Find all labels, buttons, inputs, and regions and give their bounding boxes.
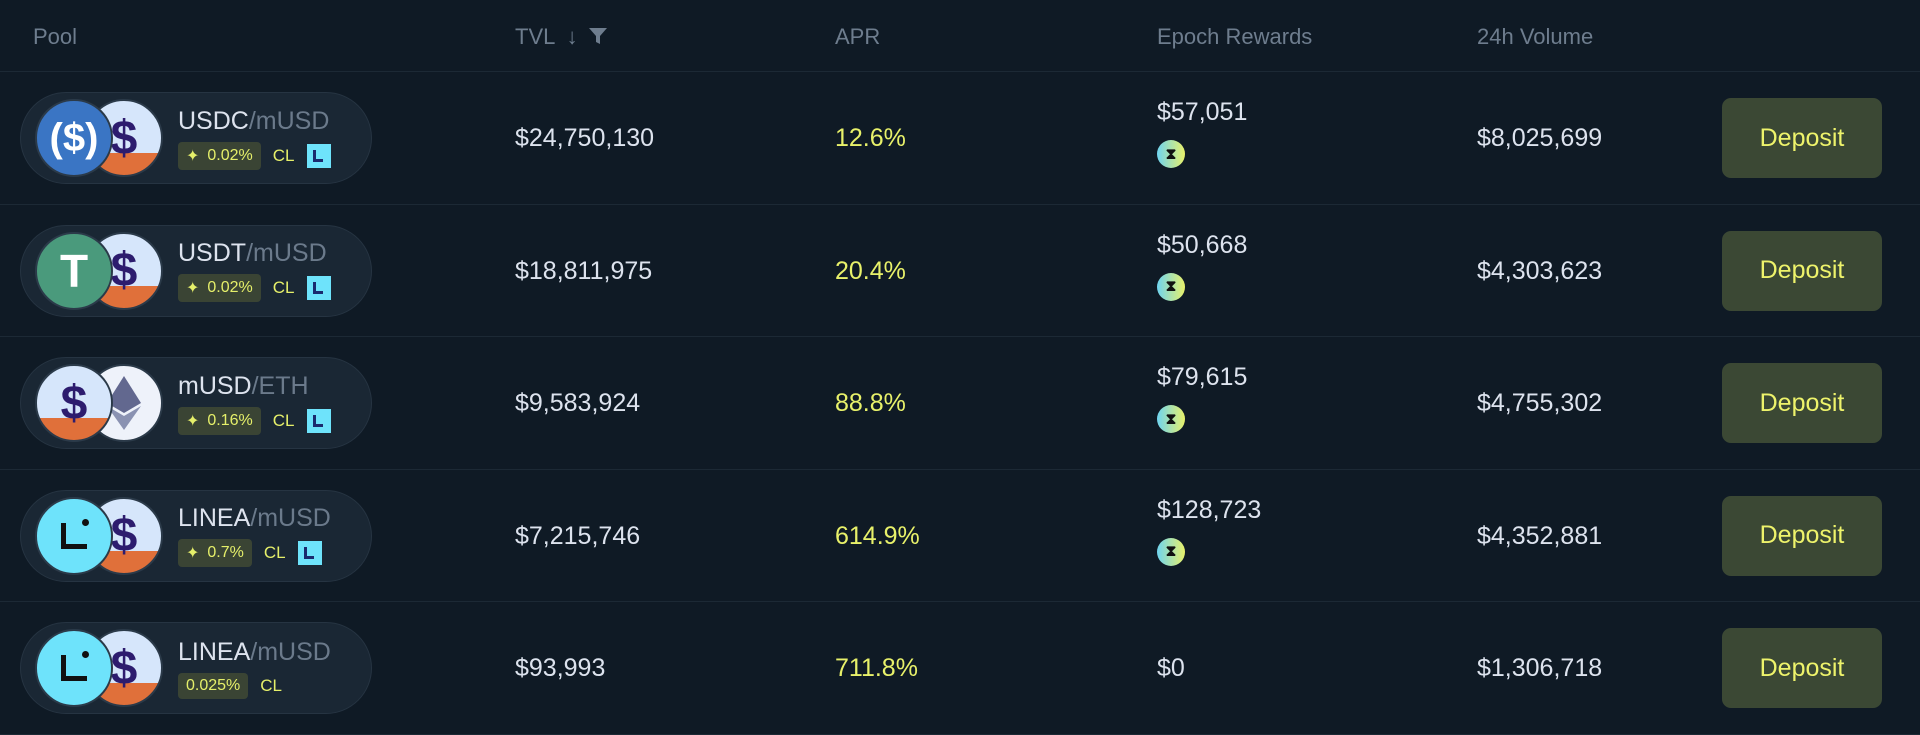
token-pair-icons: $ bbox=[35, 364, 170, 443]
sparkle-icon: ✦ bbox=[186, 412, 200, 430]
pool-name: LINEA/mUSD bbox=[178, 638, 331, 667]
fee-value: 0.7% bbox=[207, 544, 244, 562]
linea-badge-icon bbox=[306, 408, 331, 433]
apr-value: 20.4% bbox=[835, 256, 906, 285]
table-row[interactable]: $ LINEA/mUSD 0.025% CL $93,993 711.8% $0… bbox=[0, 602, 1920, 735]
col-24h-volume: 24h Volume bbox=[1477, 24, 1594, 49]
epoch-rewards-value: $50,668 bbox=[1157, 230, 1248, 259]
quote-token: /mUSD bbox=[246, 239, 327, 268]
volume-value: $4,352,881 bbox=[1477, 521, 1603, 550]
pool-type: CL bbox=[272, 278, 295, 298]
sparkle-icon: ✦ bbox=[186, 147, 200, 165]
deposit-button[interactable]: Deposit bbox=[1722, 495, 1882, 576]
epoch-rewards-value: $0 bbox=[1157, 654, 1185, 683]
fee-value: 0.025% bbox=[186, 676, 241, 694]
col-pool: Pool bbox=[33, 24, 78, 49]
deposit-button[interactable]: Deposit bbox=[1722, 628, 1882, 709]
fee-value: 0.16% bbox=[207, 411, 253, 429]
fee-value: 0.02% bbox=[207, 279, 253, 297]
table-row[interactable]: $ mUSD/ETH ✦ 0.16% CL $9,583,924 88.8% $7… bbox=[0, 337, 1920, 470]
quote-token: /mUSD bbox=[248, 106, 330, 135]
pool-name: USDC/mUSD bbox=[178, 107, 331, 136]
pool-pill[interactable]: $ LINEA/mUSD 0.025% CL bbox=[20, 622, 372, 715]
table-row[interactable]: ($) $ USDC/mUSD ✦ 0.02% CL $24,750,130 12.… bbox=[0, 72, 1920, 205]
tvl-value: $93,993 bbox=[515, 654, 606, 683]
deposit-button[interactable]: Deposit bbox=[1722, 230, 1882, 311]
arrow-down-icon[interactable]: ↓ bbox=[566, 24, 578, 49]
col-tvl[interactable]: TVL ↓ bbox=[515, 24, 608, 50]
quote-token: /ETH bbox=[251, 371, 309, 400]
pool-type: CL bbox=[260, 675, 282, 695]
fee-badge: ✦ 0.02% bbox=[178, 274, 261, 303]
fee-badge: ✦ 0.02% bbox=[178, 141, 261, 170]
pool-name: mUSD/ETH bbox=[178, 372, 331, 401]
epoch-rewards-value: $57,051 bbox=[1157, 98, 1248, 126]
pool-pill[interactable]: $ LINEA/mUSD ✦ 0.7% CL bbox=[20, 489, 372, 582]
pool-type: CL bbox=[263, 543, 286, 563]
fee-badge: ✦ 0.16% bbox=[178, 406, 261, 435]
tvl-value: $9,583,924 bbox=[515, 389, 641, 418]
volume-value: $8,025,699 bbox=[1477, 124, 1603, 152]
pool-type: CL bbox=[272, 145, 295, 165]
volume-value: $1,306,718 bbox=[1477, 654, 1603, 683]
musd-icon: $ bbox=[85, 231, 163, 310]
epoch-rewards-value: $128,723 bbox=[1157, 495, 1262, 524]
epoch-rewards-value: $79,615 bbox=[1157, 363, 1248, 392]
tvl-value: $18,811,975 bbox=[515, 256, 653, 285]
pool-name: LINEA/mUSD bbox=[178, 504, 331, 533]
musd-icon: $ bbox=[35, 364, 113, 443]
deposit-button[interactable]: Deposit bbox=[1722, 363, 1882, 444]
base-token: mUSD bbox=[178, 371, 252, 400]
pool-type: CL bbox=[272, 410, 295, 430]
usdc-icon: ($) bbox=[35, 99, 113, 177]
usdt-icon: T bbox=[35, 231, 113, 310]
linea-badge-icon bbox=[306, 143, 331, 168]
pool-name: USDT/mUSD bbox=[178, 239, 331, 268]
pool-pill[interactable]: ($) $ USDC/mUSD ✦ 0.02% CL bbox=[20, 92, 372, 184]
base-token: LINEA bbox=[178, 504, 251, 533]
linea-badge-icon bbox=[297, 541, 322, 566]
linea-badge-icon bbox=[306, 276, 331, 301]
fee-badge: ✦ 0.7% bbox=[178, 539, 252, 568]
quote-token: /mUSD bbox=[250, 504, 331, 533]
token-pair-icons: $ bbox=[35, 496, 170, 575]
reward-token-icon: ⧗ bbox=[1157, 405, 1185, 434]
sparkle-icon: ✦ bbox=[186, 280, 200, 298]
apr-value: 12.6% bbox=[835, 124, 906, 152]
tvl-value: $7,215,746 bbox=[515, 521, 641, 550]
base-token: USDT bbox=[178, 239, 247, 268]
pool-pill[interactable]: T $ USDT/mUSD ✦ 0.02% CL bbox=[20, 224, 372, 317]
apr-value: 614.9% bbox=[835, 521, 920, 550]
apr-value: 711.8% bbox=[835, 654, 918, 683]
col-apr: APR bbox=[835, 24, 881, 49]
filter-icon[interactable] bbox=[588, 26, 608, 46]
pool-pill[interactable]: $ mUSD/ETH ✦ 0.16% CL bbox=[20, 357, 372, 450]
deposit-button[interactable]: Deposit bbox=[1722, 98, 1882, 178]
fee-badge: 0.025% bbox=[178, 672, 249, 699]
volume-value: $4,755,302 bbox=[1477, 389, 1603, 418]
apr-value: 88.8% bbox=[835, 389, 906, 418]
tvl-value: $24,750,130 bbox=[515, 124, 655, 152]
col-epoch-rewards: Epoch Rewards bbox=[1157, 24, 1313, 49]
base-token: USDC bbox=[178, 106, 249, 135]
table-row[interactable]: $ LINEA/mUSD ✦ 0.7% CL $7,215,746 614.9% … bbox=[0, 470, 1920, 603]
token-pair-icons: ($) $ bbox=[35, 99, 170, 177]
linea-icon bbox=[35, 629, 113, 708]
linea-icon bbox=[35, 496, 113, 575]
table-row[interactable]: T $ USDT/mUSD ✦ 0.02% CL $18,811,975 20.4%… bbox=[0, 205, 1920, 338]
base-token: LINEA bbox=[178, 637, 251, 666]
reward-token-icon: ⧗ bbox=[1157, 272, 1185, 301]
reward-token-icon: ⧗ bbox=[1157, 140, 1185, 168]
fee-value: 0.02% bbox=[207, 146, 253, 164]
token-pair-icons: $ bbox=[35, 629, 170, 708]
volume-value: $4,303,623 bbox=[1477, 256, 1603, 285]
reward-token-icon: ⧗ bbox=[1157, 537, 1185, 566]
table-header: Pool TVL ↓ APR Epoch Rewards 24h Volume bbox=[0, 0, 1920, 72]
sparkle-icon: ✦ bbox=[186, 545, 200, 563]
token-pair-icons: T $ bbox=[35, 231, 170, 310]
quote-token: /mUSD bbox=[250, 637, 331, 666]
